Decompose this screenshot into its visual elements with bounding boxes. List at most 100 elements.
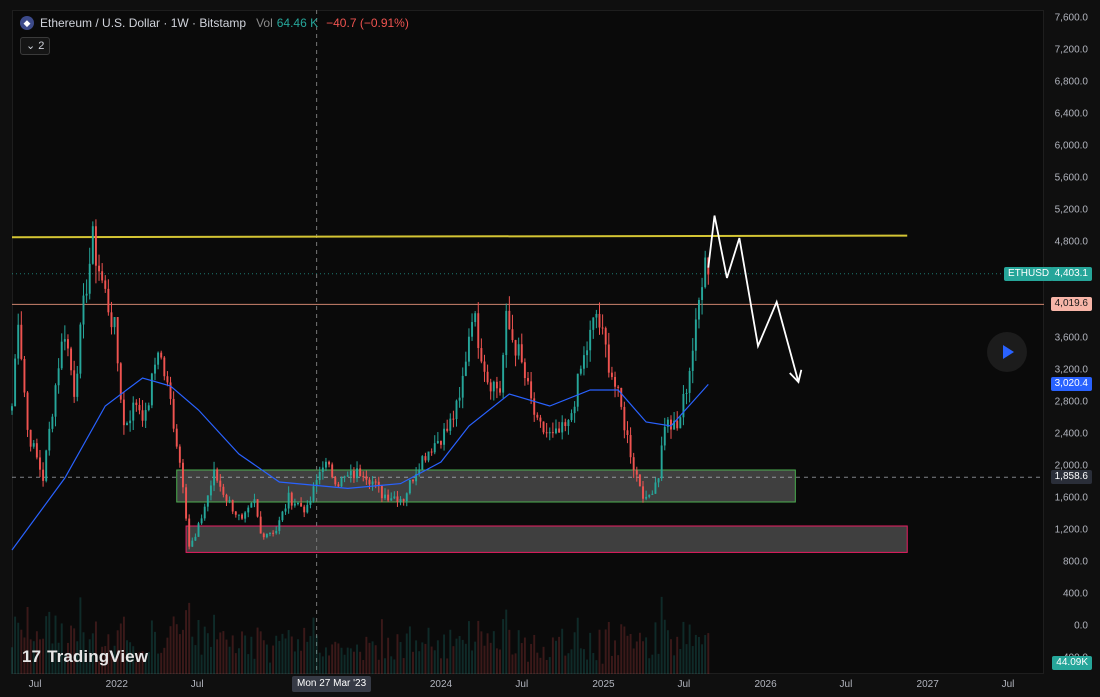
candle-body bbox=[495, 381, 498, 389]
candle-body bbox=[328, 461, 331, 465]
volume-value: 64.46 K bbox=[276, 16, 319, 30]
volume-bar bbox=[331, 644, 334, 674]
volume-bar bbox=[154, 631, 156, 674]
volume-bar bbox=[576, 617, 579, 674]
volume-bar bbox=[390, 656, 393, 674]
price-level-tag: 4,019.6 bbox=[1050, 297, 1092, 312]
volume-bar bbox=[676, 636, 679, 674]
volume-bar bbox=[228, 646, 231, 674]
y-tick-label: 7,200.0 bbox=[1054, 44, 1088, 56]
candle-body bbox=[517, 344, 520, 356]
candle-body bbox=[704, 257, 707, 288]
volume-bar bbox=[707, 633, 710, 674]
volume-bar bbox=[349, 648, 352, 674]
y-tick-label: 1,200.0 bbox=[1054, 524, 1088, 536]
candle-body bbox=[79, 324, 82, 374]
candle-body bbox=[154, 364, 156, 374]
candle-body bbox=[483, 361, 486, 372]
candle-body bbox=[250, 503, 253, 508]
tradingview-logo[interactable]: 17 TradingView bbox=[22, 647, 148, 667]
support-zone-upper bbox=[176, 469, 796, 503]
candle-body bbox=[88, 263, 91, 294]
candle-body bbox=[259, 516, 262, 534]
candle-body bbox=[694, 319, 697, 351]
volume-bar bbox=[362, 659, 365, 674]
candle-body bbox=[579, 368, 582, 374]
volume-bar bbox=[701, 644, 704, 674]
candle-body bbox=[57, 368, 60, 386]
volume-bar bbox=[104, 646, 107, 674]
candle-body bbox=[682, 393, 685, 418]
x-tick-label: Jul bbox=[515, 679, 529, 690]
volume-bar bbox=[443, 634, 446, 674]
volume-label: Vol bbox=[256, 16, 273, 30]
candle-body bbox=[418, 469, 421, 474]
candle-body bbox=[666, 419, 669, 427]
candle-body bbox=[331, 464, 334, 478]
candle-body bbox=[45, 450, 48, 481]
y-tick-label: 5,200.0 bbox=[1054, 204, 1088, 216]
volume-bar bbox=[579, 648, 582, 674]
volume-bar bbox=[110, 652, 113, 674]
y-tick-label: 2,000.0 bbox=[1054, 460, 1088, 472]
symbol-title[interactable]: Ethereum / U.S. Dollar · 1W · Bitstamp bbox=[40, 16, 247, 30]
candle-body bbox=[337, 484, 340, 487]
candle-body bbox=[455, 400, 458, 420]
volume-bar bbox=[237, 648, 240, 674]
candle-body bbox=[362, 476, 365, 478]
volume-bar bbox=[178, 634, 181, 674]
candle-body bbox=[269, 532, 271, 534]
volume-bar bbox=[589, 632, 592, 674]
volume-bar bbox=[315, 635, 318, 674]
volume-bar bbox=[129, 642, 132, 674]
candle-body bbox=[20, 324, 23, 359]
price-level-tag: 3,020.4 bbox=[1050, 377, 1092, 392]
volume-bar bbox=[489, 642, 492, 674]
volume-bar bbox=[492, 631, 495, 674]
candle-body bbox=[309, 500, 312, 505]
volume-bar bbox=[175, 624, 178, 674]
volume-bar bbox=[601, 663, 604, 674]
candle-body bbox=[408, 479, 411, 494]
candle-body bbox=[582, 355, 585, 369]
volume-bar bbox=[141, 651, 144, 674]
play-icon bbox=[1003, 345, 1014, 359]
volume-bar bbox=[635, 641, 638, 674]
plot-area[interactable] bbox=[12, 10, 1044, 674]
candle-body bbox=[436, 441, 439, 444]
volume-bar bbox=[586, 659, 589, 674]
candle-body bbox=[23, 358, 26, 393]
volume-bar bbox=[365, 636, 368, 674]
volume-bar bbox=[79, 597, 82, 674]
candle-body bbox=[467, 336, 470, 362]
candle-body bbox=[564, 422, 567, 426]
candle-body bbox=[303, 506, 306, 513]
candle-body bbox=[642, 486, 644, 499]
candle-body bbox=[685, 392, 688, 394]
volume-bar bbox=[638, 632, 641, 674]
candle-body bbox=[281, 511, 284, 521]
volume-bar bbox=[309, 635, 312, 674]
volume-bar bbox=[262, 640, 265, 674]
candle-body bbox=[334, 477, 337, 485]
candle-body bbox=[48, 428, 51, 451]
candle-body bbox=[172, 398, 175, 429]
crosshair-date-label: Mon 27 Mar '23 bbox=[292, 676, 372, 692]
volume-bar bbox=[182, 629, 184, 674]
volume-bar bbox=[225, 639, 228, 674]
volume-bar bbox=[555, 640, 557, 674]
volume-bar bbox=[418, 651, 421, 674]
candle-body bbox=[374, 481, 377, 483]
volume-bar bbox=[29, 639, 32, 674]
candle-body bbox=[312, 486, 315, 501]
play-button[interactable] bbox=[987, 332, 1027, 372]
candle-body bbox=[147, 405, 150, 411]
candle-body bbox=[424, 456, 427, 461]
volume-bar bbox=[144, 654, 147, 674]
volume-bar bbox=[32, 641, 35, 674]
volume-bar bbox=[241, 631, 243, 674]
indicators-collapse-button[interactable]: ⌄ 2 bbox=[20, 37, 51, 55]
candle-body bbox=[293, 503, 296, 506]
candle-body bbox=[539, 417, 542, 422]
